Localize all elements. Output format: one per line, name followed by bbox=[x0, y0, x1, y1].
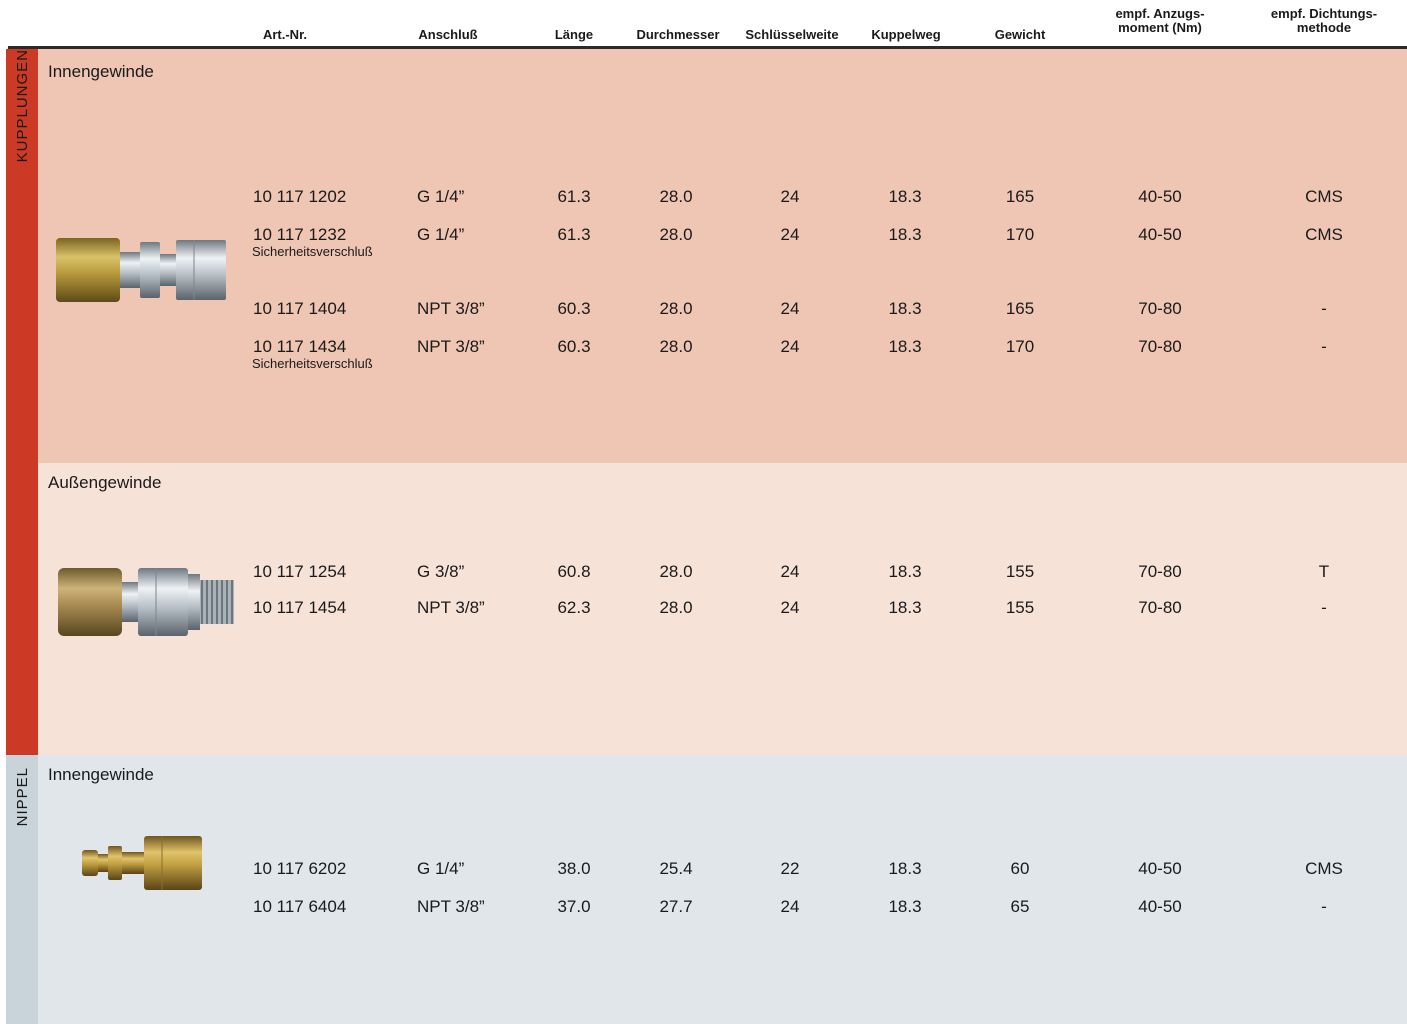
header-art-nr: Art.-Nr. bbox=[262, 27, 308, 42]
sidebar-kupplungen: KUPPLUNGEN bbox=[6, 49, 38, 755]
cell-schluesselweite: 24 bbox=[780, 562, 800, 581]
cell-laenge: 61.3 bbox=[557, 187, 591, 206]
cell-art-nr: 10 117 1404 bbox=[253, 299, 347, 318]
cell-laenge: 60.3 bbox=[557, 299, 591, 318]
cell-gewicht: 155 bbox=[1005, 562, 1035, 581]
cell-anschluss: G 1/4” bbox=[417, 225, 465, 244]
header-anschluss: Anschluß bbox=[418, 27, 478, 42]
cell-laenge: 62.3 bbox=[557, 598, 591, 617]
cell-kuppelweg: 18.3 bbox=[888, 225, 922, 244]
header-rule bbox=[8, 46, 1407, 49]
cell-laenge: 60.3 bbox=[557, 337, 591, 356]
cell-dichtung: CMS bbox=[1305, 859, 1343, 878]
cell-schluesselweite: 24 bbox=[780, 299, 800, 318]
cell-durchmesser: 28.0 bbox=[659, 337, 693, 356]
cell-art-nr: 10 117 1202 bbox=[253, 187, 347, 206]
cell-schluesselweite: 24 bbox=[780, 598, 800, 617]
cell-schluesselweite: 24 bbox=[780, 225, 800, 244]
cell-anzugsmoment: 70-80 bbox=[1138, 562, 1182, 581]
cell-anschluss: NPT 3/8” bbox=[417, 299, 485, 318]
cell-laenge: 38.0 bbox=[557, 859, 591, 878]
cell-anzugsmoment: 40-50 bbox=[1138, 187, 1182, 206]
cell-durchmesser: 27.7 bbox=[659, 897, 693, 916]
cell-schluesselweite: 24 bbox=[780, 187, 800, 206]
cell-gewicht: 155 bbox=[1005, 598, 1035, 617]
cell-art-nr: 10 117 1454 bbox=[253, 598, 347, 617]
cell-kuppelweg: 18.3 bbox=[888, 859, 922, 878]
cell-anschluss: G 3/8” bbox=[417, 562, 465, 581]
header-gewicht: Gewicht bbox=[994, 27, 1046, 42]
cell-anzugsmoment: 70-80 bbox=[1138, 337, 1182, 356]
header-dichtung: empf. Dichtungs-methode bbox=[1270, 6, 1378, 35]
cell-kuppelweg: 18.3 bbox=[888, 187, 922, 206]
cell-art-nr: 10 117 1254 bbox=[253, 562, 347, 581]
nipple-icon bbox=[82, 836, 202, 890]
cell-durchmesser: 28.0 bbox=[659, 598, 693, 617]
header-anzugsmoment: empf. Anzugs-moment (Nm) bbox=[1115, 6, 1205, 35]
group-label-kupplungen: KUPPLUNGEN bbox=[13, 49, 31, 163]
section-title: Innengewinde bbox=[48, 765, 154, 784]
section-aussengewinde-kupplung: Außengewinde bbox=[38, 463, 1407, 755]
cell-art-nr: 10 117 6404 bbox=[253, 897, 347, 916]
cell-gewicht: 170 bbox=[1005, 225, 1035, 244]
header-laenge: Länge bbox=[554, 27, 594, 42]
cell-durchmesser: 28.0 bbox=[659, 299, 693, 318]
section-innengewinde-kupplung: Innengewinde bbox=[38, 49, 1407, 463]
cell-kuppelweg: 18.3 bbox=[888, 299, 922, 318]
cell-anzugsmoment: 40-50 bbox=[1138, 225, 1182, 244]
cell-laenge: 60.8 bbox=[557, 562, 591, 581]
cell-dichtung: T bbox=[1318, 562, 1330, 581]
cell-kuppelweg: 18.3 bbox=[888, 562, 922, 581]
section-innengewinde-nippel: Innengewinde bbox=[38, 755, 1407, 1024]
cell-art-nr: 10 117 6202 bbox=[253, 859, 347, 878]
female-coupling-icon bbox=[56, 238, 226, 302]
cell-anzugsmoment: 70-80 bbox=[1138, 598, 1182, 617]
cell-dichtung: CMS bbox=[1305, 225, 1343, 244]
cell-kuppelweg: 18.3 bbox=[888, 897, 922, 916]
cell-durchmesser: 25.4 bbox=[659, 859, 693, 878]
cell-dichtung: - bbox=[1321, 337, 1327, 356]
sidebar-nippel: NIPPEL bbox=[6, 755, 38, 1024]
cell-note: Sicherheitsverschluß bbox=[252, 356, 373, 371]
cell-anschluss: NPT 3/8” bbox=[417, 337, 485, 356]
cell-durchmesser: 28.0 bbox=[659, 562, 693, 581]
cell-art-nr: 10 117 1232 bbox=[253, 225, 347, 244]
header-durchmesser: Durchmesser bbox=[636, 27, 720, 42]
cell-kuppelweg: 18.3 bbox=[888, 337, 922, 356]
cell-art-nr: 10 117 1434 bbox=[253, 337, 347, 356]
cell-dichtung: - bbox=[1321, 897, 1327, 916]
cell-anschluss: NPT 3/8” bbox=[417, 897, 485, 916]
cell-note: Sicherheitsverschluß bbox=[252, 244, 373, 259]
cell-dichtung: CMS bbox=[1305, 187, 1343, 206]
male-thread-coupling-icon bbox=[58, 568, 234, 636]
cell-laenge: 37.0 bbox=[557, 897, 591, 916]
cell-anzugsmoment: 70-80 bbox=[1138, 299, 1182, 318]
cell-gewicht: 65 bbox=[1010, 897, 1030, 916]
cell-durchmesser: 28.0 bbox=[659, 187, 693, 206]
cell-schluesselweite: 24 bbox=[780, 337, 800, 356]
cell-laenge: 61.3 bbox=[557, 225, 591, 244]
cell-gewicht: 60 bbox=[1010, 859, 1030, 878]
cell-kuppelweg: 18.3 bbox=[888, 598, 922, 617]
cell-dichtung: - bbox=[1321, 299, 1327, 318]
header-schluesselweite: Schlüsselweite bbox=[745, 27, 839, 42]
cell-schluesselweite: 22 bbox=[780, 859, 800, 878]
cell-anschluss: G 1/4” bbox=[417, 187, 465, 206]
section-title: Außengewinde bbox=[48, 473, 162, 492]
group-label-nippel: NIPPEL bbox=[13, 767, 31, 827]
section-title: Innengewinde bbox=[48, 62, 154, 81]
cell-anschluss: G 1/4” bbox=[417, 859, 465, 878]
cell-dichtung: - bbox=[1321, 598, 1327, 617]
cell-gewicht: 170 bbox=[1005, 337, 1035, 356]
cell-schluesselweite: 24 bbox=[780, 897, 800, 916]
header-kuppelweg: Kuppelweg bbox=[871, 27, 941, 42]
cell-anzugsmoment: 40-50 bbox=[1138, 859, 1182, 878]
cell-durchmesser: 28.0 bbox=[659, 225, 693, 244]
cell-anschluss: NPT 3/8” bbox=[417, 598, 485, 617]
cell-gewicht: 165 bbox=[1005, 299, 1035, 318]
cell-anzugsmoment: 40-50 bbox=[1138, 897, 1182, 916]
cell-gewicht: 165 bbox=[1005, 187, 1035, 206]
